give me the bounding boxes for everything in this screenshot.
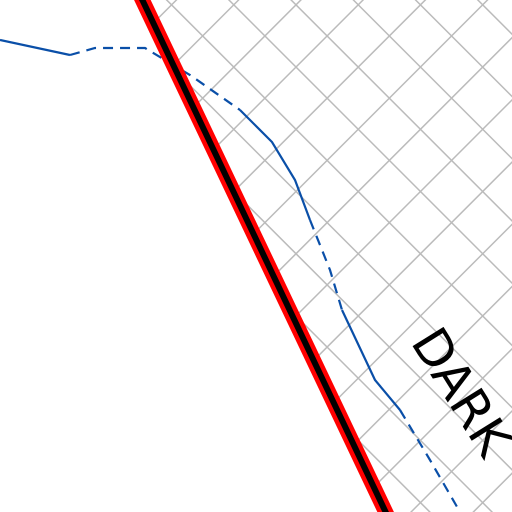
stream	[0, 38, 461, 512]
stream-dashed	[308, 219, 344, 311]
stream-solid	[0, 38, 71, 57]
stream-dashed	[399, 409, 461, 512]
stream-dashed	[69, 46, 241, 111]
stream-solid	[341, 309, 401, 411]
stream-solid	[239, 109, 312, 221]
boundary-black	[139, 0, 389, 512]
